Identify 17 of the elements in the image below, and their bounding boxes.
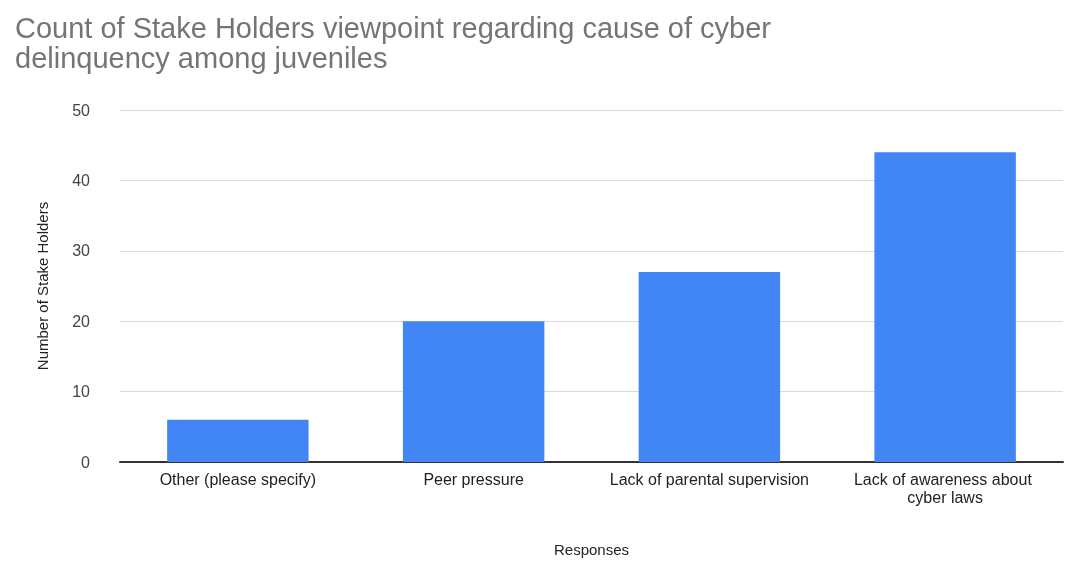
y-axis-title: Number of Stake Holders bbox=[34, 201, 51, 371]
y-tick-label: 0 bbox=[81, 453, 91, 471]
y-tick-label: 30 bbox=[72, 242, 91, 260]
y-tick-label: 10 bbox=[72, 383, 91, 401]
y-tick-label: 20 bbox=[72, 312, 91, 330]
chart-title: Count of Stake Holders viewpoint regarding cause of cyber delinquency among juveniles bbox=[15, 12, 780, 74]
x-tick-label: Peer pressure bbox=[423, 470, 524, 488]
x-axis-title: Responses bbox=[553, 541, 630, 558]
bar bbox=[167, 419, 309, 462]
x-tick-label: Lack of parental supervision bbox=[609, 470, 809, 488]
x-tick-label: Lack of awareness about cyber laws bbox=[853, 470, 1037, 506]
bar bbox=[874, 152, 1016, 462]
y-tick-label: 40 bbox=[72, 171, 91, 189]
y-tick-label: 50 bbox=[72, 101, 91, 119]
x-tick-label: Other (please specify) bbox=[159, 470, 317, 488]
bar bbox=[402, 321, 545, 462]
bar bbox=[638, 271, 781, 462]
